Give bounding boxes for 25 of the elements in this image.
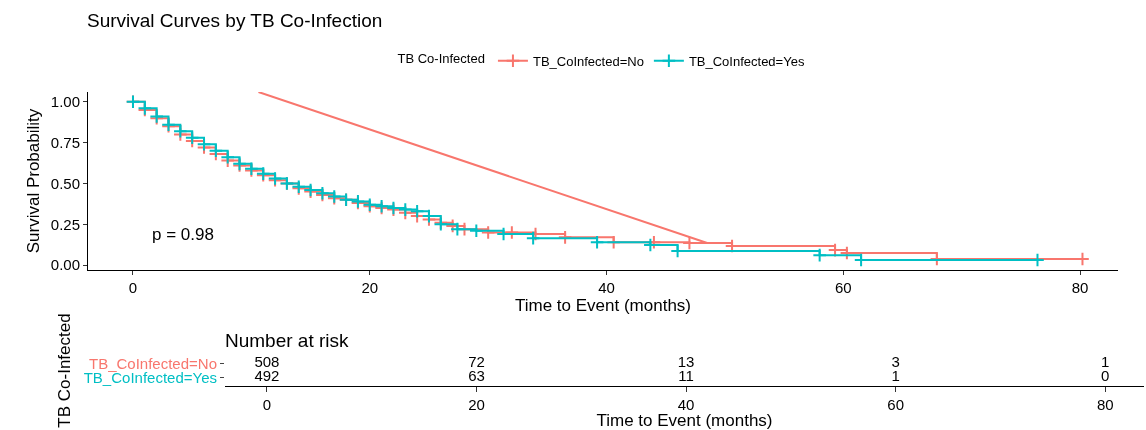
y-tick-label: 1.00	[50, 93, 80, 111]
annotation: p = 0.98	[152, 225, 214, 244]
x-tick-label: 60	[887, 396, 904, 413]
x-tick-label: 40	[677, 396, 695, 413]
y-tick-label: 0.75	[50, 133, 80, 151]
x-tick-label: 20	[361, 279, 379, 296]
y-tick-label: 0.25	[50, 215, 80, 233]
x-tick-label: 80	[1096, 396, 1114, 413]
x-tick-label: 0	[262, 396, 272, 413]
legend-label: TB_CoInfected=No	[532, 53, 644, 69]
x-tick-label: 0	[128, 279, 138, 296]
x-tick-label: 20	[468, 396, 485, 413]
x-tick-label: 80	[1071, 279, 1089, 296]
x-axis-title: Time to Event (months)	[514, 296, 692, 316]
y-tick-label: 0.50	[50, 174, 80, 192]
legend-title: TB Co-Infected	[397, 50, 485, 66]
chart-title: Survival Curves by TB Co-Infection	[87, 9, 383, 31]
x-tick-label: 40	[598, 279, 615, 296]
x-tick-label: 60	[834, 279, 852, 296]
legend-label: TB_CoInfected=Yes	[688, 53, 805, 69]
y-axis-title: TB Co-Infected	[55, 313, 75, 428]
x-axis-title: Time to Event (months)	[596, 411, 773, 430]
y-tick-label: 0.00	[50, 256, 80, 274]
chart-title: Number at risk	[225, 329, 350, 351]
y-axis-title: Survival Probability	[24, 108, 44, 254]
